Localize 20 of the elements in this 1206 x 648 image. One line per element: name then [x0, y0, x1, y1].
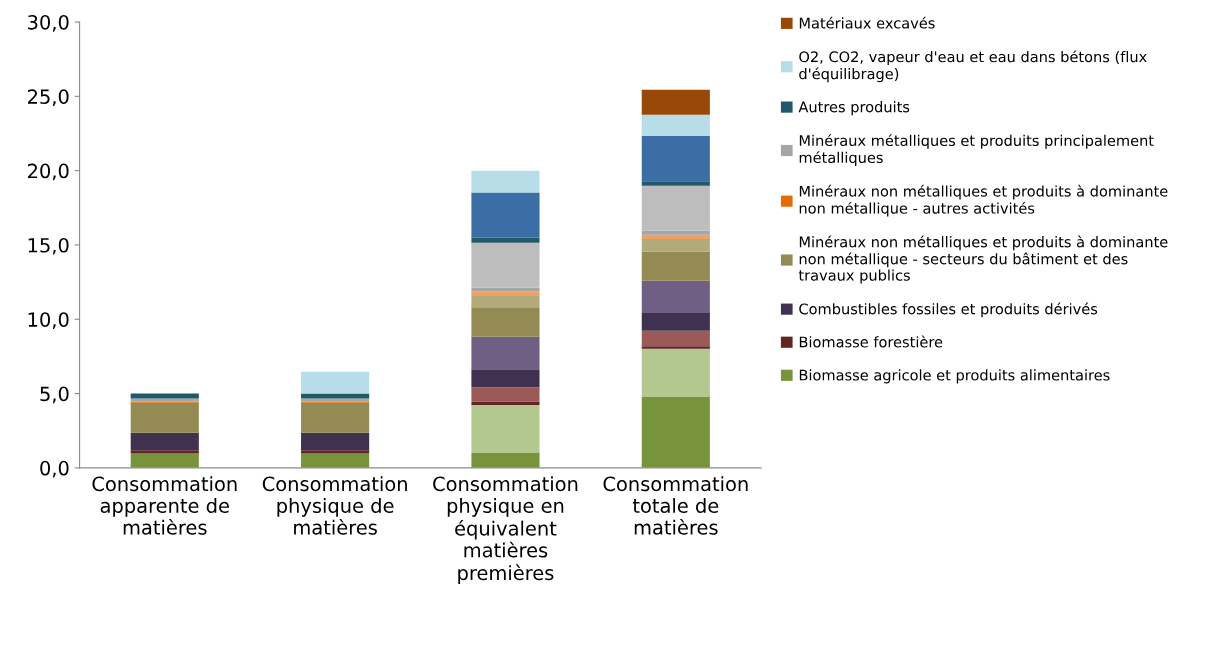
legend-label: Minéraux non métalliques et produits à dominante non métallique - secteurs du bâtiment et des travaux publics — [798, 235, 1168, 284]
legend-label: Matériaux excavés — [799, 16, 935, 29]
x-tick-label: Consommation physique de matières — [262, 476, 407, 535]
x-tick-label: Consommation apparente de matières — [92, 476, 237, 535]
legend-label: Biomasse agricole et produits alimentaires — [799, 369, 1110, 384]
y-tick-label: 0,0 — [40, 460, 69, 478]
legend-label: Minéraux non métalliques et produits à dominante non métallique - autres activités — [799, 184, 1168, 217]
x-tick-label: Consommation totale de matières — [603, 476, 748, 535]
y-tick-label: 20,0 — [28, 163, 69, 181]
legend-label: Biomasse forestière — [799, 335, 943, 348]
legend-label: Autres produits — [798, 101, 910, 116]
legend-label: O2, CO2, vapeur d'eau et eau dans bétons (flux d'équilibrage) — [799, 50, 1147, 83]
legend-label: Combustibles fossiles et produits dérivés — [799, 302, 1098, 318]
y-tick-label: 25,0 — [28, 89, 69, 106]
legend-label: Minéraux métalliques et produits principalement métalliques — [799, 134, 1154, 166]
y-tick-label: 10,0 — [28, 312, 69, 329]
y-tick-label: 5,0 — [40, 386, 69, 404]
y-tick-label: 15,0 — [28, 237, 69, 255]
y-tick-label: 30,0 — [28, 14, 69, 32]
x-tick-label: Consommation physique en équivalent matières premières — [433, 476, 578, 584]
